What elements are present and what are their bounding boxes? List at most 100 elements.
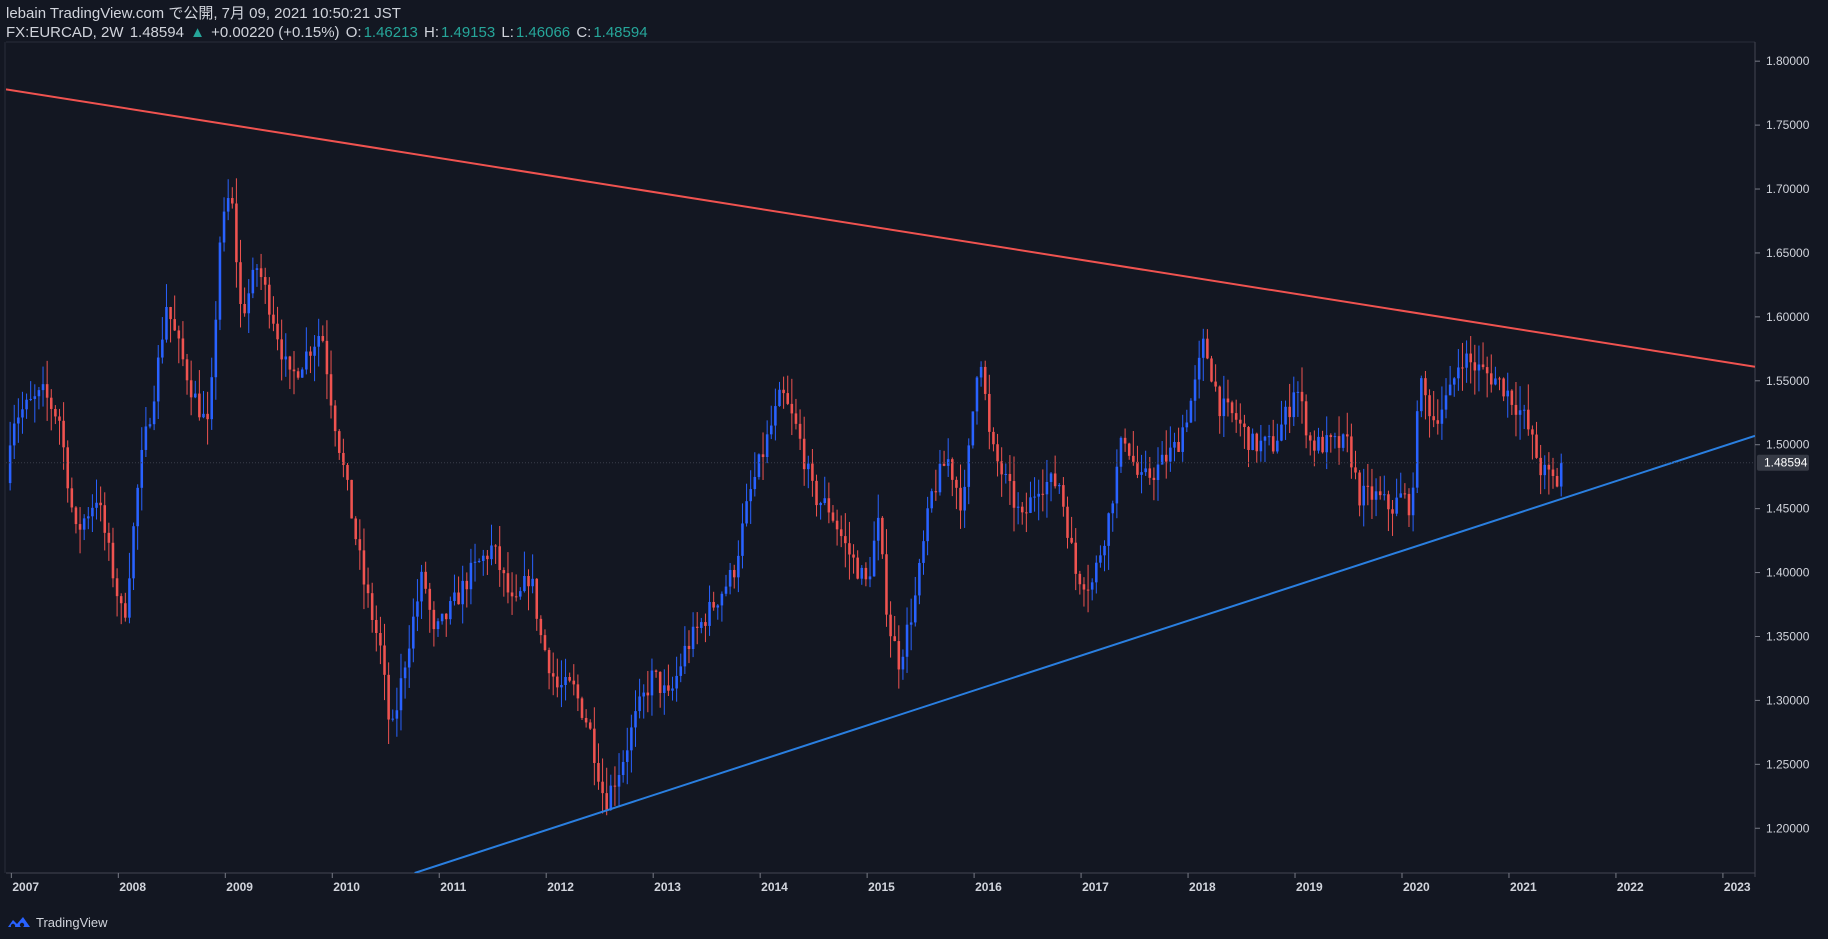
candle-body bbox=[1535, 434, 1538, 458]
candle-body bbox=[300, 369, 304, 378]
candle-body bbox=[95, 502, 98, 508]
candle-body bbox=[1267, 436, 1271, 438]
candle-body bbox=[1234, 413, 1238, 420]
candle-body bbox=[757, 454, 761, 477]
candle-body bbox=[753, 476, 757, 490]
y-tick-label: 1.60000 bbox=[1766, 310, 1810, 324]
candle-body bbox=[1206, 338, 1209, 359]
candle-body bbox=[959, 487, 962, 511]
candle-body bbox=[366, 584, 370, 594]
candle-body bbox=[765, 434, 769, 458]
candle-body bbox=[732, 569, 736, 578]
candle-body bbox=[889, 614, 892, 637]
candle-body bbox=[124, 603, 127, 618]
candle-body bbox=[440, 613, 444, 622]
candle-body bbox=[502, 570, 506, 574]
y-tick-label: 1.35000 bbox=[1766, 629, 1810, 643]
candle-body bbox=[1148, 468, 1152, 478]
candle-body bbox=[786, 393, 789, 404]
candle-body bbox=[449, 601, 452, 620]
candle-body bbox=[1276, 440, 1279, 452]
candle-body bbox=[70, 488, 74, 508]
candle-body bbox=[716, 605, 720, 608]
candle-body bbox=[247, 293, 251, 314]
candle-body bbox=[811, 463, 814, 481]
low-label: L: bbox=[501, 24, 514, 41]
candle-body bbox=[214, 319, 218, 378]
candle-body bbox=[1407, 493, 1411, 516]
candle-body bbox=[276, 323, 279, 340]
candle-body bbox=[642, 692, 645, 697]
candle-body bbox=[1559, 462, 1563, 487]
candle-body bbox=[1465, 353, 1468, 368]
candle-body bbox=[337, 431, 341, 453]
candle-body bbox=[905, 624, 909, 657]
candle-body bbox=[33, 396, 37, 399]
candle-body bbox=[568, 676, 571, 681]
candle-body bbox=[494, 545, 497, 547]
x-tick-label: 2010 bbox=[333, 880, 360, 894]
candle-body bbox=[1333, 436, 1337, 438]
candle-body bbox=[1029, 497, 1032, 513]
candle-body bbox=[535, 578, 539, 619]
candle-body bbox=[1518, 410, 1522, 415]
candle-body bbox=[1428, 395, 1431, 417]
tradingview-logo-icon bbox=[8, 917, 30, 929]
candle-body bbox=[992, 431, 995, 445]
candle-body bbox=[1070, 537, 1073, 543]
candle-body bbox=[864, 567, 868, 580]
low-value: 1.46066 bbox=[515, 24, 571, 41]
candle-body bbox=[305, 351, 308, 370]
candle-body bbox=[712, 601, 715, 608]
candle-body bbox=[1489, 373, 1493, 385]
candle-body bbox=[1107, 513, 1110, 546]
candle-body bbox=[881, 517, 884, 555]
candle-body bbox=[165, 306, 168, 340]
candle-body bbox=[893, 636, 896, 642]
candle-body bbox=[1308, 435, 1312, 441]
candle-body bbox=[128, 578, 131, 618]
candle-body bbox=[1185, 422, 1189, 428]
candle-body bbox=[704, 622, 707, 626]
tradingview-footer[interactable]: TradingView bbox=[6, 912, 108, 932]
candle-body bbox=[444, 613, 448, 620]
candle-body bbox=[1325, 435, 1328, 453]
publisher-line: lebain TradingView.com で公開, 7月 09, 2021 … bbox=[6, 5, 401, 22]
candle-body bbox=[1411, 487, 1415, 516]
candle-body bbox=[872, 540, 876, 577]
candle-body bbox=[1506, 390, 1510, 397]
candle-body bbox=[593, 728, 596, 764]
candle-body bbox=[1193, 379, 1197, 401]
candle-body bbox=[1090, 582, 1094, 590]
candle-body bbox=[1271, 436, 1275, 452]
candle-body bbox=[222, 211, 226, 243]
candle-body bbox=[683, 645, 687, 667]
candle-body bbox=[724, 586, 728, 594]
candle-body bbox=[284, 356, 288, 360]
candle-body bbox=[667, 685, 670, 691]
candle-body bbox=[1461, 367, 1464, 369]
candle-body bbox=[8, 445, 12, 484]
candle-body bbox=[646, 692, 650, 696]
candle-body bbox=[412, 616, 415, 649]
candle-body bbox=[1115, 466, 1119, 504]
candle-body bbox=[979, 366, 983, 378]
candle-body bbox=[774, 406, 777, 426]
candle-body bbox=[934, 491, 938, 493]
candle-body bbox=[1259, 440, 1263, 452]
high-value: 1.49153 bbox=[440, 24, 496, 41]
candle-body bbox=[498, 546, 501, 571]
candle-body bbox=[12, 423, 16, 446]
candle-body bbox=[839, 529, 843, 537]
candle-body bbox=[379, 632, 382, 646]
candle-body bbox=[391, 718, 395, 720]
candle-body bbox=[1156, 464, 1160, 481]
candle-body bbox=[1066, 506, 1069, 538]
candle-body bbox=[399, 678, 403, 711]
candle-body bbox=[465, 580, 469, 590]
candle-body bbox=[1160, 454, 1164, 465]
candle-body bbox=[1201, 338, 1205, 358]
candle-body bbox=[1317, 436, 1320, 451]
candle-body bbox=[1057, 485, 1061, 487]
